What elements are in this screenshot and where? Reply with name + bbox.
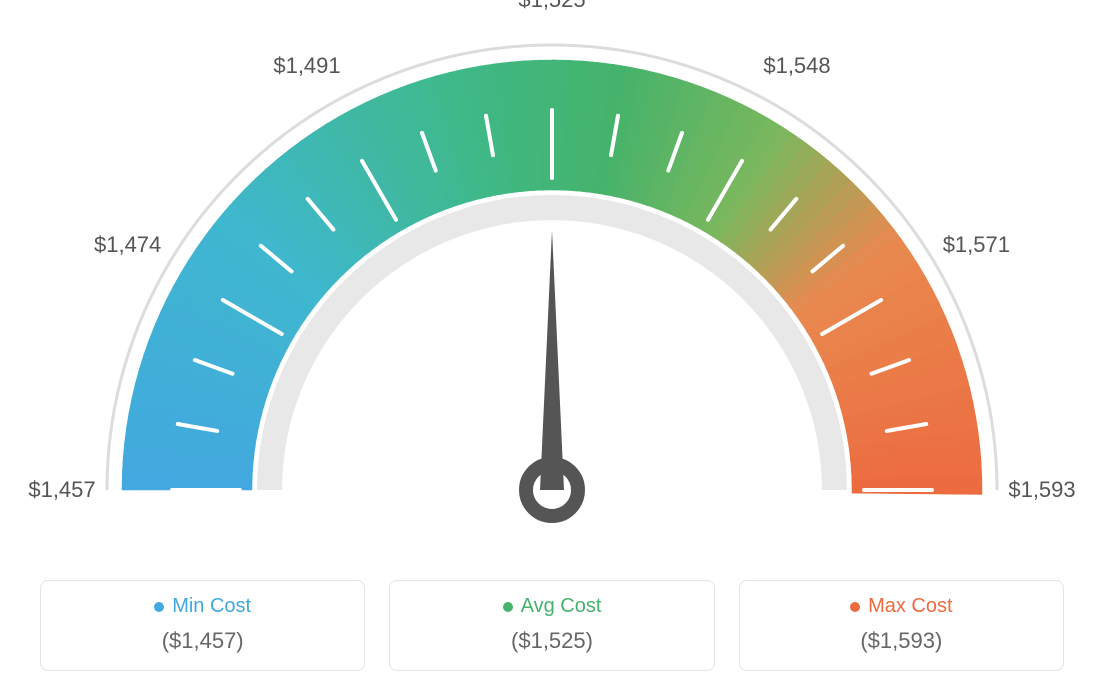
min-dot-icon — [154, 602, 164, 612]
max-cost-label: Max Cost — [868, 595, 952, 618]
gauge-chart: $1,457 $1,474 $1,491 $1,525 $1,548 $1,571 $1,5… — [0, 0, 1104, 560]
gauge-svg — [0, 0, 1104, 560]
gauge-tick-label: $1,457 — [28, 477, 95, 503]
min-cost-card: Min Cost ($1,457) — [40, 580, 365, 671]
max-cost-card: Max Cost ($1,593) — [739, 580, 1064, 671]
summary-cards: Min Cost ($1,457) Avg Cost ($1,525) Max … — [0, 580, 1104, 671]
avg-cost-value: ($1,525) — [412, 628, 691, 654]
max-dot-icon — [850, 602, 860, 612]
min-cost-label: Min Cost — [172, 595, 251, 618]
min-cost-value: ($1,457) — [63, 628, 342, 654]
gauge-tick-label: $1,571 — [943, 232, 1010, 258]
gauge-tick-label: $1,548 — [763, 53, 830, 79]
card-header: Min Cost — [63, 595, 342, 618]
gauge-tick-label: $1,525 — [518, 0, 585, 13]
avg-dot-icon — [503, 602, 513, 612]
card-header: Max Cost — [762, 595, 1041, 618]
gauge-tick-label: $1,474 — [94, 232, 161, 258]
gauge-tick-label: $1,593 — [1008, 477, 1075, 503]
avg-cost-card: Avg Cost ($1,525) — [389, 580, 714, 671]
gauge-tick-label: $1,491 — [273, 53, 340, 79]
avg-cost-label: Avg Cost — [521, 595, 602, 618]
max-cost-value: ($1,593) — [762, 628, 1041, 654]
card-header: Avg Cost — [412, 595, 691, 618]
